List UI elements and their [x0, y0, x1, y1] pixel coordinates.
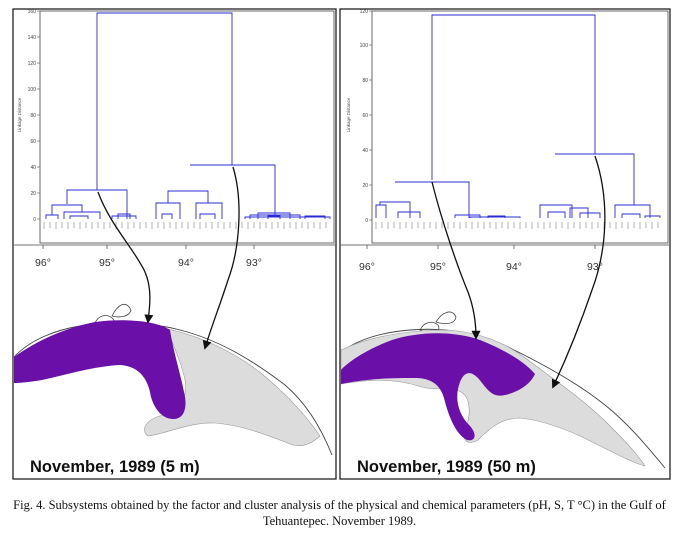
right-y-ticks: [369, 10, 372, 221]
right-y-tick-label: 60: [362, 113, 368, 119]
right-lon-label: 96°: [359, 261, 375, 273]
right-lon-label: 95°: [430, 261, 446, 273]
right-y-tick-label: 120: [360, 9, 369, 15]
left-y-tick-label: 120: [28, 61, 37, 67]
left-lon-label: 93°: [246, 257, 262, 269]
left-y-tick-label: 160: [28, 9, 37, 15]
right-leaf-labels: [375, 222, 659, 229]
right-arrow-purple: [431, 181, 481, 340]
left-leaf-labels: [43, 222, 327, 229]
figure-caption: Fig. 4. Subsystems obtained by the facto…: [13, 498, 666, 528]
right-dendrogram-frame: [371, 10, 669, 244]
right-arrow-grey: [551, 155, 606, 389]
left-dendrogram-frame: [39, 10, 335, 244]
right-y-tick-label: 20: [362, 183, 368, 189]
right-y-tick-label: 80: [362, 78, 368, 84]
figure: 160 140 120 100 80 60 40 20 0 Linkage Di…: [12, 8, 671, 480]
left-arrow-purple: [97, 191, 154, 324]
left-arrow-grey: [202, 166, 240, 350]
right-arrows: [431, 155, 606, 389]
right-dendrogram: 120 100 80 60 40 20 0 Linkage Distance: [346, 9, 669, 244]
left-longitude-scale: 96° 95° 94° 93°: [14, 244, 335, 269]
right-y-tick-label: 100: [360, 43, 369, 49]
left-subsystem-purple: [14, 320, 186, 420]
left-lon-label: 96°: [35, 257, 51, 269]
left-y-tick-label: 20: [30, 191, 36, 197]
left-y-axis-label: Linkage Distance: [17, 97, 22, 132]
right-y-axis-label: Linkage Distance: [346, 97, 351, 132]
left-y-tick-label: 100: [28, 87, 37, 93]
right-longitude-scale: 96° 95° 94° 93°: [341, 244, 669, 273]
left-map: [13, 303, 333, 456]
right-panel-border: [339, 8, 671, 480]
left-panel: 160 140 120 100 80 60 40 20 0 Linkage Di…: [12, 8, 337, 480]
left-arrows: [97, 166, 240, 350]
right-lon-label: 94°: [506, 261, 522, 273]
right-panel: 120 100 80 60 40 20 0 Linkage Distance: [339, 8, 671, 480]
left-y-tick-label: 140: [28, 35, 37, 41]
right-subsystem-purple: [341, 333, 535, 441]
left-dendrogram: 160 140 120 100 80 60 40 20 0 Linkage Di…: [17, 9, 335, 244]
left-y-tick-label: 40: [30, 165, 36, 171]
right-map-title: November, 1989 (50 m): [357, 458, 536, 476]
left-map-title: November, 1989 (5 m): [30, 458, 200, 476]
left-dendrogram-tree: [45, 12, 331, 219]
right-y-tick-label: 0: [365, 218, 368, 224]
left-lon-label: 95°: [99, 257, 115, 269]
left-y-ticks: [37, 10, 40, 220]
right-map: [340, 311, 666, 469]
right-y-tick-label: 40: [362, 148, 368, 154]
left-y-tick-label: 0: [33, 217, 36, 223]
left-y-tick-label: 60: [30, 139, 36, 145]
left-panel-border: [12, 8, 337, 480]
left-lon-label: 94°: [178, 257, 194, 269]
left-y-tick-label: 80: [30, 113, 36, 119]
left-coastline: [13, 322, 333, 456]
right-dendrogram-tree: [375, 14, 661, 218]
right-y-tick-labels: 120 100 80 60 40 20 0: [360, 9, 369, 224]
left-y-tick-labels: 160 140 120 100 80 60 40 20 0: [28, 9, 37, 223]
